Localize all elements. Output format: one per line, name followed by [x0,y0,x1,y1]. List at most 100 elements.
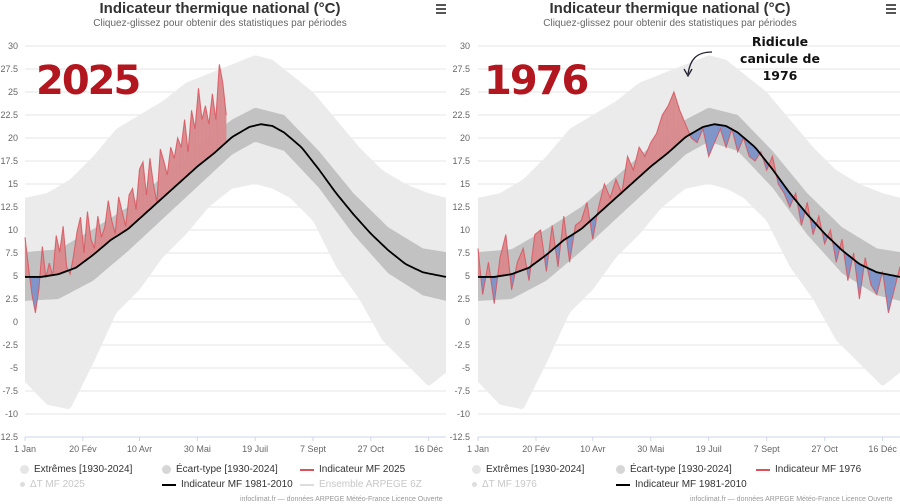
y-tick-label: 12.5 [452,202,470,212]
anomaly-above-fill [650,140,653,167]
anomaly-above-fill [130,190,132,228]
anomaly-above-fill [178,141,181,184]
x-tick-label: 27 Oct [811,444,838,454]
anomaly-above-fill [131,188,133,227]
anomaly-above-fill [638,146,641,178]
hamburger-menu-icon[interactable] [886,4,896,16]
chart-plot[interactable]: 30 27.5 25 22.5 20 17.5 15 12.5 10 7.5 5 2.5 0 -2.5 -5… [0,0,450,504]
anomaly-above-fill [202,110,205,163]
y-tick-label: -10 [457,409,470,419]
legend-item-ensemble[interactable]: Ensemble ARPEGE 6Z [300,479,422,490]
y-tick-label: 15 [460,179,470,189]
legend-item-normal[interactable]: Indicateur MF 1981-2010 [616,479,747,490]
anomaly-below-fill [695,130,698,143]
year-overlay-text: 2025 [36,58,141,104]
anomaly-above-fill [539,229,541,261]
x-tick-label: 1 Jan [14,444,36,454]
anomaly-above-fill [667,102,670,154]
y-tick-label: -5 [10,363,18,373]
hamburger-menu-icon[interactable] [436,4,446,16]
chart-panel-2025: Indicateur thermique national (°C) Cliqu… [0,0,450,504]
legend-label: ΔT MF 2025 [30,479,85,490]
y-tick-label: 25 [8,87,18,97]
ecart-type-band [25,107,446,301]
anomaly-above-fill [661,114,663,159]
annotation-arrow-icon [683,51,713,78]
legend-item-ecart[interactable]: Écart-type [1930-2024] [616,464,732,475]
anomaly-above-fill [673,91,676,148]
legend-item-delta[interactable]: ΔT MF 2025 [20,479,85,490]
anomaly-above-fill [663,110,665,157]
legend-label: Indicateur MF 1981-2010 [635,479,747,490]
legend-item-extremes[interactable]: Extrêmes [1930-2024] [472,464,584,475]
anomaly-above-fill [78,221,80,267]
legend-item-indicator[interactable]: Indicateur MF 2025 [300,464,405,475]
y-tick-label: 27.5 [0,64,18,74]
anomaly-above-fill [628,159,631,187]
legend-swatch [300,483,314,486]
legend-swatch [300,468,314,471]
credits-text[interactable]: infoclimat.fr — données ARPEGE Météo-Fra… [690,496,893,503]
legend-item-extremes[interactable]: Extrêmes [1930-2024] [20,464,132,475]
anomaly-above-fill [655,132,657,164]
legend-label: Ensemble ARPEGE 6Z [319,479,422,490]
legend-label: Extrêmes [1930-2024] [34,464,133,475]
anomaly-above-fill [664,108,666,156]
x-tick-label: 20 Fév [522,444,550,454]
anomaly-below-fill [709,124,712,154]
indicator-line [477,90,900,313]
y-tick-label: 0 [13,317,18,327]
chart-subtitle: Cliquez-glissez pour obtenir des statist… [93,18,347,29]
anomaly-above-fill [179,144,182,183]
anomaly-above-fill [177,137,179,185]
x-tick-label: 19 Juil [242,444,268,454]
legend-item-indicator[interactable]: Indicateur MF 1976 [756,464,861,475]
chart-title: Indicateur thermique national (°C) [99,0,341,17]
anomaly-above-fill [669,100,671,153]
anomaly-above-fill [162,156,164,199]
anomaly-above-fill [172,154,175,189]
anomaly-above-fill [139,166,141,219]
anomaly-above-fill [677,102,679,145]
y-tick-label: 2.5 [457,294,470,304]
anomaly-above-fill [678,106,680,144]
y-tick-label: 30 [460,41,470,51]
legend-item-delta[interactable]: ΔT MF 1976 [472,479,537,490]
x-tick-label: 19 Juil [696,444,722,454]
y-tick-label: -7.5 [454,386,470,396]
anomaly-above-fill [679,110,682,143]
y-tick-label: 20 [8,133,18,143]
x-tick-label: 10 Avr [127,444,152,454]
credits-text[interactable]: infoclimat.fr — données ARPEGE Météo-Fra… [240,496,443,503]
chart-plot[interactable]: 30 27.5 25 22.5 20 17.5 15 12.5 10 7.5 5 2.5 0 -2.5 -5… [450,0,900,504]
anomaly-below-fill [872,269,874,290]
legend-label: Indicateur MF 1981-2010 [181,479,293,490]
x-tick-label: 16 Déc [868,444,897,454]
anomaly-above-fill [627,156,629,188]
y-tick-label: 17.5 [452,156,470,166]
x-tick-label: 7 Sept [300,444,327,454]
anomaly-above-fill [651,138,654,166]
y-tick-label: -5 [462,363,470,373]
anomaly-above-fill [666,105,669,154]
x-tick-label: 20 Fév [69,444,97,454]
y-tick-label: 7.5 [5,248,18,258]
y-tick-label: 5 [465,271,470,281]
legend-label: Écart-type [1930-2024] [630,464,732,475]
legend-swatch [20,465,29,474]
anomaly-above-fill [670,97,672,151]
year-overlay-text: 1976 [484,58,589,104]
legend-item-normal[interactable]: Indicateur MF 1981-2010 [162,479,293,490]
extremes-band [25,55,446,410]
anomaly-above-fill [676,99,678,146]
y-tick-label: -10 [5,409,18,419]
anomaly-above-fill [643,154,646,174]
anomaly-above-fill [672,91,675,149]
y-tick-label: 2.5 [5,294,18,304]
y-tick-label: 12.5 [0,202,18,212]
legend-swatch [616,483,630,486]
x-tick-label: 10 Avr [580,444,605,454]
anomaly-above-fill [193,122,196,170]
legend-item-ecart[interactable]: Écart-type [1930-2024] [162,464,278,475]
normal-1981-2010-line [478,123,900,278]
